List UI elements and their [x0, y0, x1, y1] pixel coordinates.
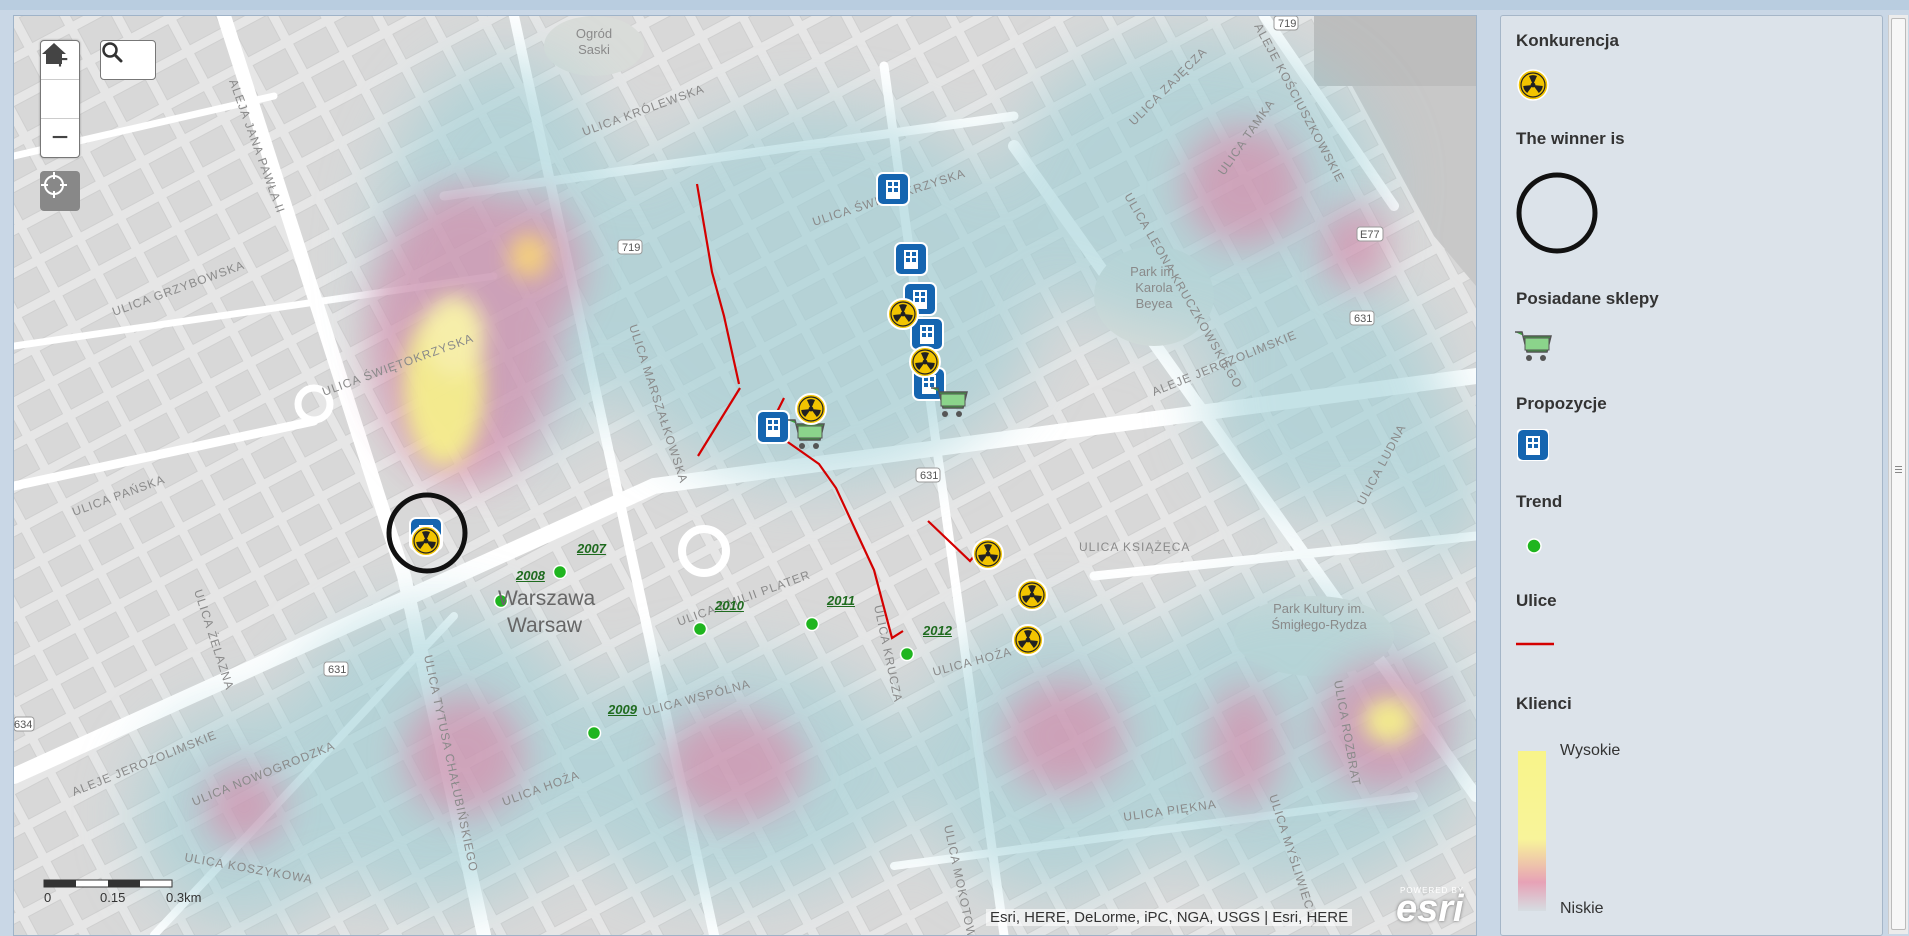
klienci-gradient-ramp — [1518, 751, 1546, 911]
proposal-building-icon[interactable] — [876, 172, 910, 206]
locate-button[interactable] — [40, 171, 80, 211]
river-corner — [1314, 16, 1476, 86]
home-button[interactable] — [41, 43, 79, 119]
svg-text:631: 631 — [1354, 313, 1372, 325]
route-shield: 631 — [915, 467, 941, 483]
shopping-cart-icon[interactable] — [931, 387, 968, 417]
svg-text:634: 634 — [14, 719, 32, 731]
radiation-icon[interactable] — [1016, 579, 1048, 611]
trend-point[interactable] — [586, 725, 602, 741]
map-canvas[interactable]: ALEJA JANA PAWŁA II ULICA GRZYBOWSKA ULI… — [14, 16, 1476, 935]
svg-text:631: 631 — [920, 470, 938, 482]
legend-title-posiadane: Posiadane sklepy — [1516, 289, 1659, 308]
svg-text:631: 631 — [328, 664, 346, 676]
scale-bar-graphic — [43, 879, 173, 888]
proposal-building-icon[interactable] — [894, 242, 928, 276]
trend-layer — [493, 564, 915, 741]
legend-title-klienci: Klienci — [1516, 694, 1572, 713]
poi-label-park-beyea: Park im. Karola Beyea — [1130, 264, 1178, 311]
trend-year-label: 2009 — [608, 702, 637, 717]
search-button[interactable] — [100, 40, 156, 80]
radiation-icon[interactable] — [909, 346, 941, 378]
poi-label-layer: Ogród Saski Park im. Karola Beyea Park Kult… — [576, 26, 1368, 632]
svg-text:719: 719 — [622, 242, 640, 254]
esri-logo-text: esri — [1396, 888, 1464, 930]
shopping-cart-icon[interactable] — [788, 419, 825, 449]
trend-point[interactable] — [552, 564, 568, 580]
scale-tick-label: 0.3km — [166, 890, 202, 905]
legend-label-wysokie: Wysokie — [1560, 742, 1621, 759]
trend-year-label: 2010 — [715, 598, 744, 613]
legend-title-ulice: Ulice — [1516, 591, 1557, 610]
radiation-icon[interactable] — [1012, 624, 1044, 656]
owned-shops-layer — [788, 387, 968, 449]
poi-label-park-smigly: Park Kultury im. Śmigłego-Rydza — [1271, 601, 1367, 632]
zoom-out-button[interactable]: − — [51, 121, 69, 154]
route-shield: 631 — [323, 661, 349, 677]
radiation-icon — [1517, 69, 1549, 101]
competition-layer — [410, 298, 1048, 656]
legend-panel: Konkurencja The winner is Posiadane skle… — [1500, 15, 1883, 936]
radiation-icon[interactable] — [887, 298, 919, 330]
legend-title-trend: Trend — [1516, 492, 1563, 511]
esri-logo[interactable]: POWERED BY esri — [1390, 886, 1468, 930]
winner-ring[interactable] — [386, 492, 468, 574]
radiation-icon[interactable] — [972, 538, 1004, 570]
street-line-symbol — [1516, 642, 1554, 646]
scale-tick-label: 0.15 — [100, 890, 126, 905]
proposal-building-icon[interactable] — [756, 410, 790, 444]
trend-year-label: 2008 — [516, 568, 545, 583]
route-shield: E77 — [1356, 226, 1384, 242]
zoom-control: + − — [40, 40, 80, 158]
map-view[interactable]: ALEJA JANA PAWŁA II ULICA GRZYBOWSKA ULI… — [13, 15, 1477, 936]
radiation-icon[interactable] — [795, 393, 827, 425]
trend-point[interactable] — [804, 616, 820, 632]
map-attribution[interactable]: Esri, HERE, DeLorme, iPC, NGA, USGS | Es… — [986, 909, 1353, 926]
city-label-en: Warsaw — [507, 614, 583, 637]
street-line — [697, 387, 741, 457]
svg-text:719: 719 — [1278, 18, 1296, 30]
legend-title-winner: The winner is — [1516, 129, 1625, 148]
search-icon — [102, 42, 123, 63]
home-icon — [42, 43, 66, 64]
trend-year-label: 2011 — [827, 593, 855, 608]
street-line — [695, 183, 741, 385]
legend-label-niskie: Niskie — [1560, 900, 1604, 917]
heatmap-hot — [404, 234, 1414, 743]
top-bar — [0, 0, 1909, 10]
street-label: ULICA KSIĄŻĘCA — [1079, 540, 1190, 554]
route-shield: 719 — [1273, 16, 1299, 31]
trend-year-label: 2012 — [923, 623, 952, 638]
city-label-pl: Warszawa — [498, 587, 596, 610]
trend-year-label: 2007 — [577, 541, 606, 556]
winner-ring-symbol — [1516, 172, 1598, 254]
trend-point[interactable] — [899, 646, 915, 662]
building-icon — [1517, 429, 1549, 461]
poi-label-ogrod: Ogród Saski — [576, 26, 612, 57]
ogrod-saski-area — [544, 16, 644, 76]
route-shield-layer: 719 719 631 631 E77 631 634 — [14, 16, 1384, 732]
trend-point[interactable] — [692, 621, 708, 637]
legend-title-konkurencja: Konkurencja — [1516, 31, 1619, 50]
shopping-cart-icon — [1515, 331, 1552, 361]
trend-dot-symbol — [1526, 538, 1542, 554]
crosshair-icon — [41, 172, 67, 198]
radiation-icon[interactable] — [410, 525, 442, 557]
route-shield: 631 — [1349, 310, 1375, 326]
trend-point[interactable] — [493, 593, 509, 609]
esri-logo-small: POWERED BY — [1400, 886, 1465, 895]
legend-title-propozycje: Propozycje — [1516, 394, 1607, 413]
legend-scrollbar-thumb[interactable] — [1891, 18, 1906, 930]
route-shield: 719 — [617, 239, 643, 255]
route-shield: 634 — [14, 716, 35, 732]
svg-text:E77: E77 — [1360, 229, 1380, 241]
scale-tick-label: 0 — [44, 890, 52, 905]
